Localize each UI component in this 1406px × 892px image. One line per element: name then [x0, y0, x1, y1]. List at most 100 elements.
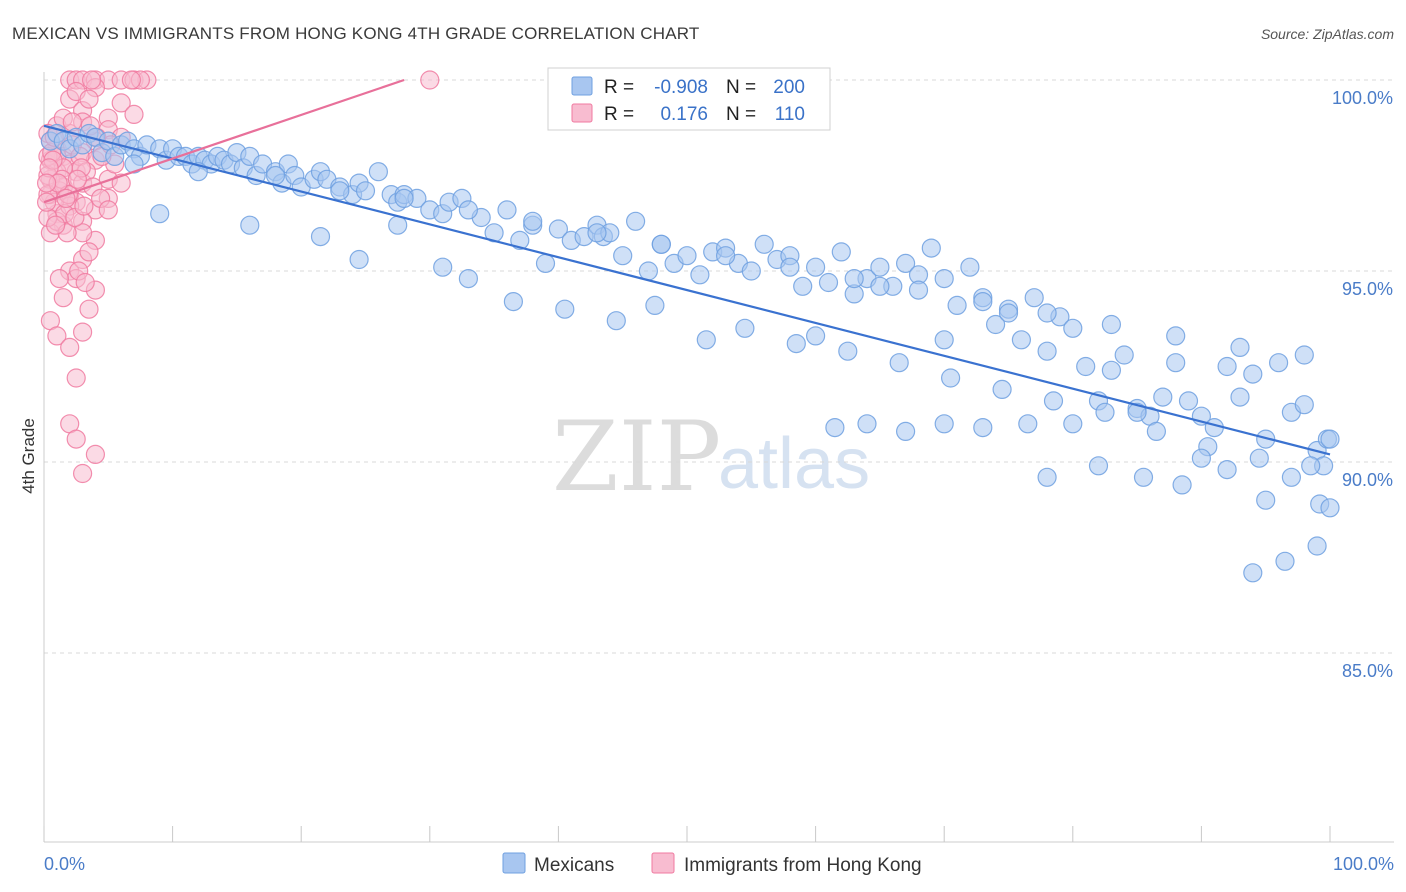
mexicans-point	[124, 154, 144, 174]
watermark-zip: ZIP	[552, 401, 721, 513]
legend-swatch-mexicans	[571, 76, 593, 96]
mexicans-point	[433, 257, 453, 277]
mexicans-point	[1204, 418, 1224, 438]
hong-kong-point	[420, 70, 440, 90]
legend-stats-box	[547, 67, 831, 131]
hong-kong-point	[49, 269, 70, 289]
legend-bottom-label-hong-kong: Immigrants from Hong Kong	[684, 855, 922, 876]
mexicans-point	[973, 418, 993, 438]
legend-r-value-1: -0.908	[654, 77, 708, 98]
mexicans-point	[831, 242, 851, 262]
mexicans-point	[934, 269, 954, 289]
mexicans-point	[696, 330, 716, 350]
mexicans-point	[1101, 360, 1122, 380]
x-tick-label-min: 0.0%	[44, 854, 85, 874]
hong-kong-trend-line	[43, 78, 405, 204]
mexicans-point	[735, 318, 755, 338]
mexicans-point	[889, 353, 909, 373]
mexicans-point	[265, 165, 286, 186]
mexicans-point	[1243, 563, 1263, 583]
mexicans-point	[934, 414, 954, 434]
legend-n-value-1: 200	[773, 77, 805, 98]
legend-bottom-swatch-mexicans	[502, 852, 526, 874]
mexicans-point	[715, 246, 736, 266]
mexicans-trend-line	[43, 124, 1331, 456]
legend-n-label-1: N =	[726, 77, 756, 98]
mexicans-point	[651, 234, 671, 254]
mexicans-point	[1037, 303, 1057, 323]
mexicans-point	[805, 257, 826, 277]
mexicans-point	[844, 269, 864, 289]
mexicans-point	[1076, 356, 1096, 377]
hong-kong-point	[45, 215, 66, 235]
hong-kong-point	[66, 429, 86, 449]
mexicans-point	[1146, 421, 1167, 441]
legend-r-label-1: R =	[604, 77, 634, 98]
mexicans-point	[503, 292, 524, 312]
mexicans-point	[1166, 353, 1186, 373]
mexicans-point	[240, 215, 260, 235]
mexicans-point	[1018, 414, 1038, 434]
mexicans-point	[677, 246, 697, 266]
y-tick-label: 95.0%	[1342, 279, 1393, 299]
y-axis-label: 4th Grade	[19, 418, 38, 494]
mexicans-point	[1024, 288, 1044, 308]
mexicans-point	[355, 181, 376, 201]
mexicans-point	[1320, 498, 1340, 518]
legend-bottom-label-mexicans: Mexicans	[534, 855, 614, 876]
mexicans-point	[992, 379, 1012, 399]
mexicans-point	[368, 162, 388, 182]
mexicans-point	[1153, 387, 1173, 407]
mexicans-point	[1230, 337, 1250, 357]
mexicans-point	[1294, 345, 1314, 365]
mexicans-point	[793, 276, 813, 296]
mexicans-point	[1191, 448, 1212, 468]
chart-title: MEXICAN VS IMMIGRANTS FROM HONG KONG 4TH…	[12, 24, 700, 43]
x-tick-label-max: 100.0%	[1333, 854, 1394, 874]
mexicans-point	[458, 269, 478, 289]
mexicans-point	[625, 211, 646, 231]
mexicans-point	[555, 299, 575, 319]
hong-kong-point	[66, 368, 86, 388]
mexicans-point	[1178, 391, 1199, 411]
mexicans-point	[1281, 467, 1302, 487]
chart-source: Source: ZipAtlas.com	[1261, 26, 1394, 42]
mexicans-point	[690, 265, 710, 285]
hong-kong-point	[75, 272, 95, 293]
y-tick-label: 90.0%	[1342, 470, 1393, 490]
y-tick-label: 100.0%	[1332, 88, 1393, 108]
hong-kong-point	[121, 70, 141, 90]
mexicans-point	[857, 414, 877, 434]
legend-swatch-hong-kong	[571, 103, 593, 123]
trend-lines	[43, 78, 1331, 456]
mexicans-point	[973, 292, 993, 312]
mexicans-point	[1063, 318, 1083, 338]
mexicans-point	[310, 227, 331, 247]
mexicans-point	[754, 234, 774, 254]
hong-kong-point	[47, 326, 67, 346]
mexicans-point	[1172, 475, 1192, 495]
mexicans-point	[645, 295, 665, 315]
legend-bottom: Mexicans Immigrants from Hong Kong	[502, 852, 922, 876]
mexicans-point	[1320, 429, 1340, 449]
mexicans-point	[940, 368, 961, 388]
hong-kong-point	[79, 89, 99, 109]
mexicans-point	[523, 211, 543, 231]
mexicans-point	[548, 219, 569, 239]
mexicans-point	[741, 261, 761, 281]
hong-kong-point	[60, 337, 80, 357]
hong-kong-point	[81, 70, 102, 90]
legend-bottom-swatch-hong-kong	[651, 852, 675, 874]
y-tick-label: 85.0%	[1342, 661, 1393, 681]
mexicans-point	[1249, 448, 1269, 468]
mexicans-point	[1217, 460, 1237, 480]
mexicans-point	[1114, 345, 1134, 365]
hong-kong-point	[72, 322, 93, 342]
mexicans-point	[394, 188, 414, 208]
mexicans-point	[1275, 551, 1295, 571]
mexicans-point	[985, 314, 1006, 335]
hong-kong-point	[111, 93, 131, 113]
x-axis-ticks	[43, 826, 1331, 842]
hong-kong-point	[79, 242, 99, 262]
